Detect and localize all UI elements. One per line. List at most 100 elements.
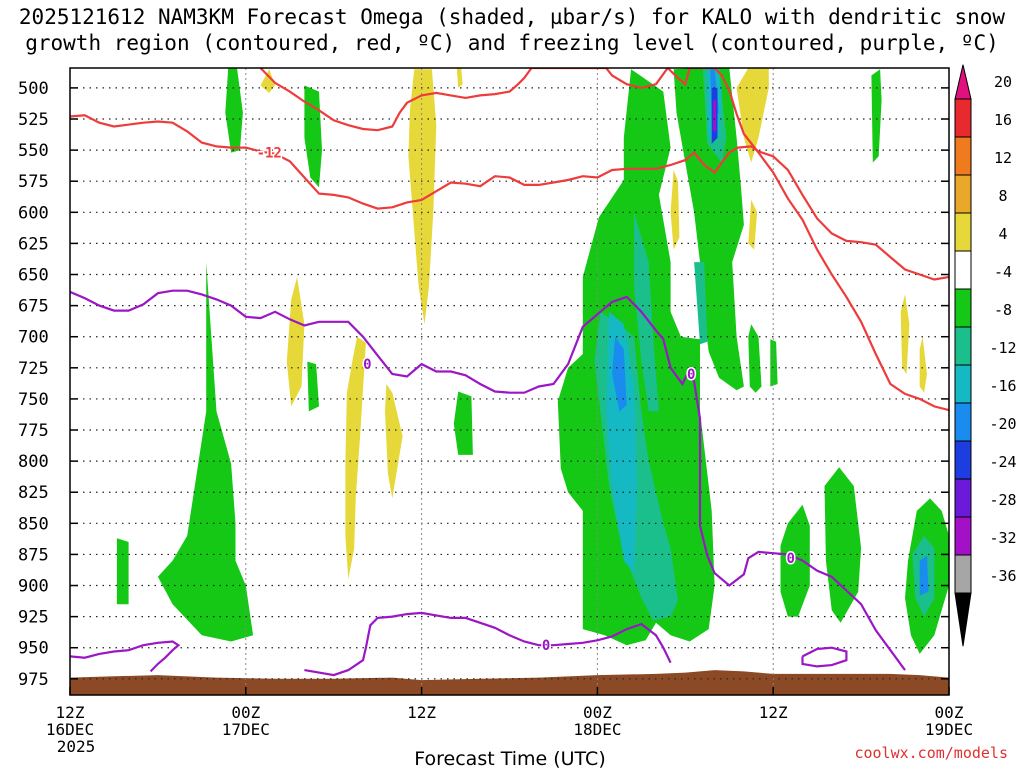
y-tick-label: 625 xyxy=(18,234,49,254)
y-tick-label: 975 xyxy=(18,670,49,690)
y-tick-label: 550 xyxy=(18,141,49,161)
contour-label-freezing-2: 0 xyxy=(687,367,695,383)
y-tick-label: 725 xyxy=(18,359,49,379)
x-tick-label: 12Z xyxy=(407,703,436,722)
y-tick-label: 775 xyxy=(18,421,49,441)
x-tick-label: 19DEC xyxy=(925,720,973,739)
colorbar-bin xyxy=(954,136,972,176)
colorbar-label: 16 xyxy=(994,111,1012,129)
y-tick-label: 650 xyxy=(18,266,49,286)
colorbar-label: 8 xyxy=(998,187,1007,205)
contour-label-upper: -12 xyxy=(257,146,282,162)
colorbar-label: -4 xyxy=(994,263,1012,281)
omega-region-12 xyxy=(871,69,882,163)
colorbar-triangle-top xyxy=(954,64,972,100)
plot-frame xyxy=(69,67,950,696)
colorbar-bin xyxy=(954,402,972,442)
colorbar-label: -28 xyxy=(989,491,1016,509)
colorbar-label: -20 xyxy=(989,415,1016,433)
colorbar-bin xyxy=(954,516,972,556)
omega-region-16 xyxy=(694,262,708,345)
credit-text: coolwx.com/models xyxy=(854,744,1008,762)
omega-region-5 xyxy=(453,391,473,455)
contour-freezing_surface xyxy=(304,611,672,677)
colorbar-bin xyxy=(954,478,972,518)
y-tick-label: 800 xyxy=(18,452,49,472)
x-axis-label: Forecast Time (UTC) xyxy=(414,748,605,768)
omega-region-29 xyxy=(286,277,305,407)
omega-shading xyxy=(116,68,949,654)
colorbar-label: -16 xyxy=(989,377,1016,395)
colorbar-bin xyxy=(954,212,972,252)
omega-region-3 xyxy=(116,538,129,605)
chart-title-line1: 2025121612 NAM3KM Forecast Omega (shaded… xyxy=(19,5,1006,29)
colorbar-label: 4 xyxy=(998,225,1007,243)
contour-label-freezing-4: 0 xyxy=(542,638,550,654)
omega-region-1 xyxy=(304,85,322,188)
contour-freezing_low xyxy=(70,640,181,673)
contour-label-freezing-3: 0 xyxy=(787,551,795,567)
y-tick-label: 825 xyxy=(18,483,49,503)
omega-region-28 xyxy=(408,69,437,325)
terrain-polygon xyxy=(70,670,949,695)
colorbar-label: -12 xyxy=(989,339,1016,357)
y-tick-label: 875 xyxy=(18,545,49,565)
colorbar-bin xyxy=(954,98,972,138)
colorbar-label: 20 xyxy=(994,73,1012,91)
colorbar-label: -36 xyxy=(989,567,1016,585)
y-tick-label: 525 xyxy=(18,110,49,130)
omega-region-26 xyxy=(260,69,276,93)
omega-region-7 xyxy=(673,68,744,391)
colorbar-label: 12 xyxy=(994,149,1012,167)
omega-region-0 xyxy=(225,68,243,153)
y-tick-label: 850 xyxy=(18,514,49,534)
colorbar-bin xyxy=(954,288,972,328)
colorbar: 20 16 12 8 4 -4 -8 -12 -16 -20 -24 -28 -32 -36 xyxy=(954,64,1017,647)
contour-dendritic_upper xyxy=(70,114,949,281)
x-tick-label: 16DEC xyxy=(46,720,94,739)
omega-region-15 xyxy=(634,212,659,412)
omega-region-4 xyxy=(307,361,319,412)
omega-region-10 xyxy=(780,504,810,617)
y-tick-label: 950 xyxy=(18,639,49,659)
colorbar-label: -8 xyxy=(994,301,1012,319)
contour-lines: -12 0 0 0 0 xyxy=(70,68,949,677)
x-tick-label: 12Z xyxy=(759,703,788,722)
terrain-fill xyxy=(70,670,949,695)
x-tick-label: 17DEC xyxy=(222,720,270,739)
x-tick-label: 2025 xyxy=(57,737,96,756)
colorbar-bin xyxy=(954,326,972,366)
omega-region-33 xyxy=(736,68,769,163)
y-tick-label: 750 xyxy=(18,390,49,410)
colorbar-bin xyxy=(954,440,972,480)
omega-region-6 xyxy=(557,69,715,646)
colorbar-bin xyxy=(954,554,972,594)
contour-dendritic_lower xyxy=(259,68,949,412)
y-tick-label: 925 xyxy=(18,608,49,628)
x-tick-label: 12Z xyxy=(56,703,85,722)
x-tick-label: 00Z xyxy=(583,703,612,722)
omega-region-30 xyxy=(345,336,366,580)
omega-region-8 xyxy=(748,324,762,393)
omega-region-23 xyxy=(919,555,929,596)
omega-region-21 xyxy=(612,336,627,412)
omega-region-9 xyxy=(770,339,778,387)
omega-region-31 xyxy=(385,384,403,499)
omega-region-35 xyxy=(900,294,910,374)
colorbar-label: -32 xyxy=(989,529,1016,547)
y-axis: 500 525 550 575 600 625 650 675 700 725 750 775 800 8… xyxy=(18,79,949,690)
x-tick-label: 00Z xyxy=(231,703,260,722)
omega-region-11 xyxy=(824,467,862,623)
y-tick-label: 600 xyxy=(18,203,49,223)
omega-region-36 xyxy=(919,336,927,393)
omega-region-27 xyxy=(456,68,463,88)
x-tick-label: 18DEC xyxy=(573,720,621,739)
contour-label-freezing-1: 0 xyxy=(363,357,371,373)
colorbar-triangle-bottom xyxy=(954,592,972,647)
chart-title-line2: growth region (contoured, red, ºC) and f… xyxy=(25,31,999,55)
x-tick-label: 00Z xyxy=(935,703,964,722)
colorbar-bin xyxy=(954,250,972,290)
omega-region-25 xyxy=(713,100,717,132)
